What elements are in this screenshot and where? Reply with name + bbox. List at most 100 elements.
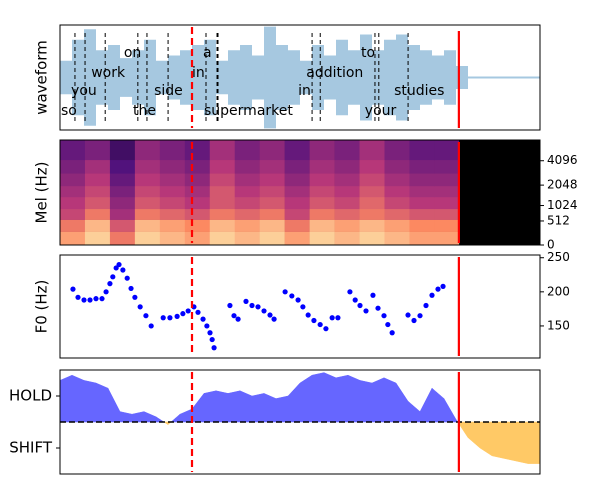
f0-point [99,296,105,302]
f0-point [385,321,391,328]
spectrogram-cell [109,140,136,161]
panel: 150 200 250 F0 (Hz) [33,250,570,359]
spectrogram-cell [84,185,111,198]
plot-area: soyouworkonthesideinasupermarketinadditi… [60,26,540,129]
word-label: a [203,45,212,61]
spectrogram-cell [409,208,435,220]
f0-point [124,275,130,281]
spectrogram-cell [109,219,136,232]
hold-area [419,388,433,423]
hold-area [239,390,253,423]
spectrogram-cell [284,196,310,210]
y-tick-label: 2048 [547,178,578,192]
hold-area [311,372,325,423]
f0-point [352,297,358,303]
spectrogram-cell [234,185,260,198]
waveform-segment [204,39,216,116]
f0-point [200,316,206,322]
spectrogram-cell [284,208,310,220]
spectrogram-cell [434,173,460,187]
spectrogram-cell [184,219,211,232]
waveform-segment [492,76,504,79]
spectrogram-cell [359,159,385,174]
spectrogram-cell [259,231,285,245]
spectrogram-cell [409,219,435,232]
spectrogram-cell [159,185,186,198]
y-tick-label: 512 [547,213,570,227]
spectrogram-cell [409,196,435,210]
f0-point [271,316,277,322]
waveform-segment [120,58,132,97]
waveform-segment [360,34,372,121]
f0-point [405,312,411,318]
waveform-segment [156,60,168,95]
f0-point [132,294,138,300]
f0-point [70,286,76,292]
spectrogram-cell [60,219,86,232]
spectrogram-cell [84,159,111,174]
waveform-segment [192,45,204,110]
hold-area [299,374,313,423]
word-label: addition [306,65,363,81]
spectrogram-cell [109,196,136,210]
spectrogram-cell [434,208,460,220]
spectrogram-cell [409,140,435,161]
y-axis-label: Mel (Hz) [33,162,51,224]
waveform-segment [336,39,348,116]
waveform-segment [468,76,480,79]
spectrogram-cell [259,219,285,232]
f0-point [185,308,191,314]
spectrogram-cell [259,196,285,210]
spectrogram-cell [259,140,285,161]
f0-point [120,267,126,273]
word-label: on [124,45,141,61]
spectrogram-cell [359,231,385,245]
waveform-segment [420,50,432,105]
spectrogram-cell [60,196,86,210]
f0-point [417,313,423,319]
spectrogram-cell [134,159,161,174]
f0-point [282,289,288,295]
shift-area [527,421,540,464]
f0-point [295,297,301,303]
waveform-segment [228,50,240,105]
spectrogram-cell [384,208,410,220]
hold-area [431,387,445,423]
f0-point [235,316,241,322]
f0-point [300,304,306,310]
hold-area [383,377,397,423]
y-axis-label: waveform [33,40,51,115]
f0-point [143,313,149,319]
waveform-segment [312,45,324,110]
spectrogram-cell [209,231,236,245]
spectrogram-cell [184,185,211,198]
hold-area [263,393,277,423]
spectrogram-cell [159,208,186,220]
spectrogram-cell [184,140,211,161]
f0-point [209,336,215,343]
hold-area [407,400,421,423]
hold-area [371,377,385,423]
word-label: the [133,103,156,119]
f0-point [174,313,180,319]
spectrogram-cell [184,208,211,220]
f0-point [148,323,154,329]
axes-frame [59,24,541,131]
waveform-segment [276,45,288,110]
f0-point [81,297,87,303]
hold-area [155,416,165,423]
spectrogram-cell [84,219,111,232]
waveform-segment [252,55,264,100]
f0-point [267,312,273,318]
f0-point [261,308,267,314]
spectrogram-cell [309,196,335,210]
f0-point [429,292,435,298]
spectrogram-cell [434,219,460,232]
spectrogram-cell [84,173,111,187]
axes-frame [59,369,541,475]
spectrogram-cell [384,219,410,232]
hold-area [60,374,73,423]
y-tick-label: 250 [547,250,570,264]
spectrogram-cell [334,185,360,198]
shift-area [503,421,517,462]
